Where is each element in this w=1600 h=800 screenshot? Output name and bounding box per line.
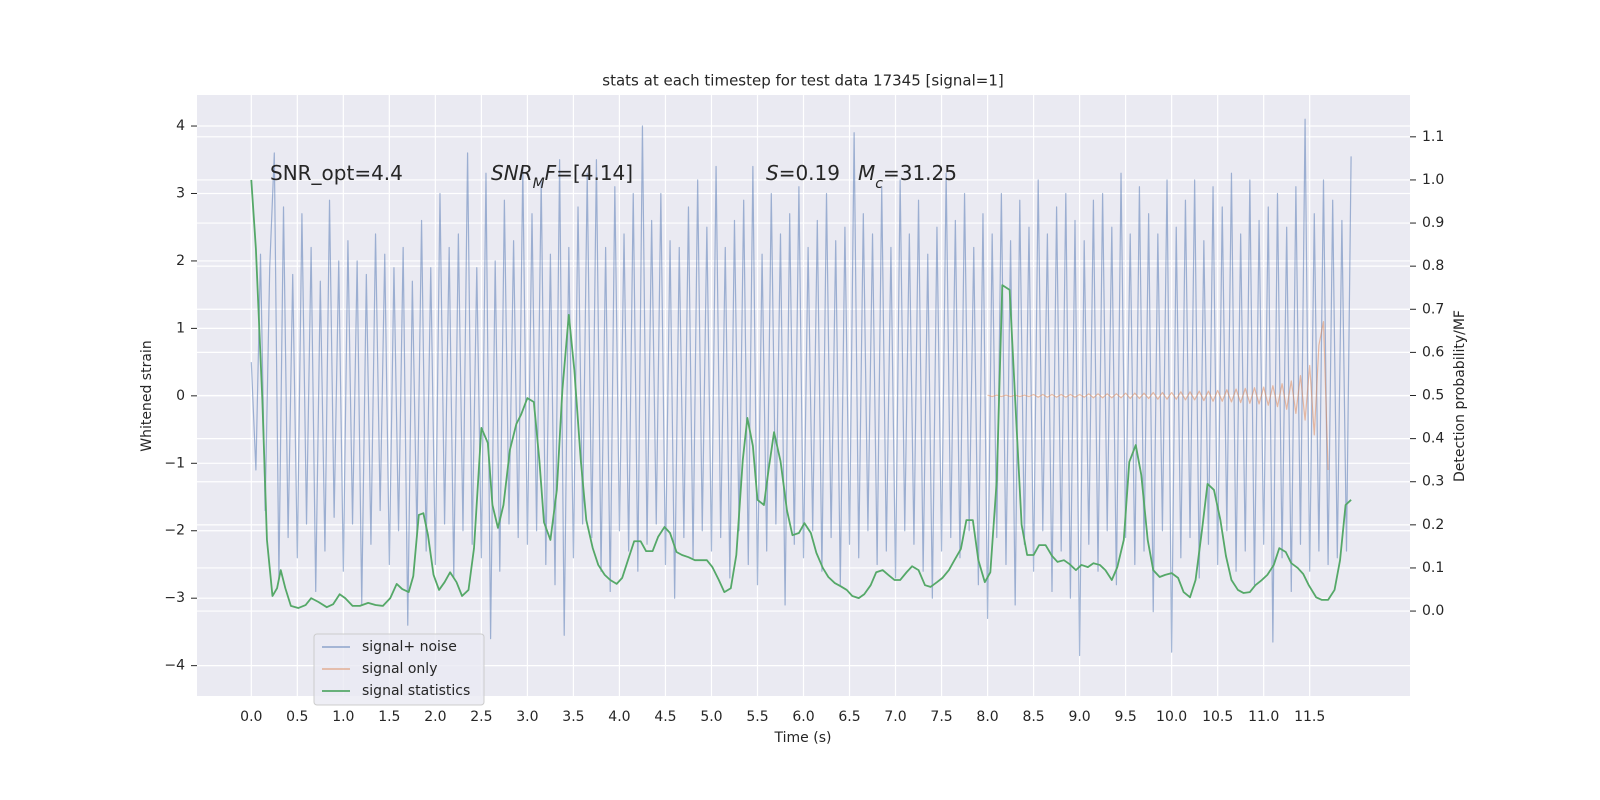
- legend: signal+ noise signal only signal statistic…: [313, 633, 485, 706]
- y2-tick-label: 0.4: [1422, 431, 1444, 447]
- x-tick-label: 11.5: [1294, 709, 1325, 725]
- annotation-part: M: [858, 161, 875, 185]
- series-line: [250, 179, 1352, 609]
- x-tick-label: 7.0: [884, 709, 906, 725]
- annotation: S=0.19: [766, 161, 840, 185]
- annotation: SNR_opt=4.4: [270, 161, 403, 185]
- y-tick-label: 3: [176, 185, 185, 201]
- y-tick-label: 2: [176, 253, 185, 269]
- legend-label: signal+ noise: [362, 639, 457, 655]
- y-tick-label: 0: [176, 388, 185, 404]
- y2-axis-label: Detection probability/MF: [1452, 310, 1468, 482]
- x-axis-label: Time (s): [774, 730, 832, 746]
- annotation-part: S: [766, 161, 779, 185]
- x-tick-label: 8.5: [1022, 709, 1044, 725]
- y2-tick-label: 0.3: [1422, 474, 1444, 490]
- annotation-part: =0.19: [779, 161, 840, 185]
- y2-tick-label: 0.8: [1422, 258, 1444, 274]
- annotation: Mc=31.25: [858, 161, 957, 192]
- annotation: SNRMF=[4.14]: [491, 161, 633, 192]
- annotation-part: M: [533, 176, 545, 192]
- x-tick-label: 9.0: [1068, 709, 1090, 725]
- annotation-part: SNR_opt=4.4: [270, 161, 403, 185]
- y2-tick-label: 0.0: [1422, 603, 1444, 619]
- annotation-part: =31.25: [883, 161, 957, 185]
- x-tick-label: 0.5: [286, 709, 308, 725]
- y2-tick-label: 0.6: [1422, 344, 1444, 360]
- series-line: [987, 321, 1329, 471]
- y2-tick-label: 1.1: [1422, 129, 1444, 145]
- x-tick-label: 10.5: [1202, 709, 1233, 725]
- x-tick-label: 6.0: [792, 709, 814, 725]
- x-tick-label: 7.5: [930, 709, 952, 725]
- y2-tick-label: 1.0: [1422, 172, 1444, 188]
- x-tick-label: 8.0: [976, 709, 998, 725]
- x-tick-label: 10.0: [1156, 709, 1187, 725]
- x-tick-label: 4.0: [608, 709, 630, 725]
- x-tick-label: 3.5: [562, 709, 584, 725]
- x-tick-label: 4.5: [654, 709, 676, 725]
- chart-title: stats at each timestep for test data 173…: [602, 72, 1003, 90]
- y-tick-label: −4: [164, 658, 185, 674]
- y-tick-label: 4: [176, 118, 185, 134]
- x-tick-label: 1.5: [378, 709, 400, 725]
- annotation-part: c: [875, 176, 883, 192]
- x-tick-label: 3.0: [516, 709, 538, 725]
- legend-box: [313, 633, 485, 706]
- x-tick-label: 2.5: [470, 709, 492, 725]
- annotation-part: =[4.14]: [556, 161, 633, 185]
- y-tick-label: −2: [164, 523, 185, 539]
- y-axis-label: Whitened strain: [139, 340, 155, 451]
- x-tick-label: 5.5: [746, 709, 768, 725]
- annotation-part: SNR: [491, 161, 533, 185]
- x-tick-label: 6.5: [838, 709, 860, 725]
- y2-tick-label: 0.2: [1422, 517, 1444, 533]
- y-tick-label: 1: [176, 320, 185, 336]
- legend-label: signal statistics: [362, 683, 470, 699]
- annotation-part: F: [545, 161, 557, 185]
- y-tick-label: −3: [164, 590, 185, 606]
- legend-label: signal only: [362, 661, 437, 677]
- y-tick-label: −1: [164, 455, 185, 471]
- series-line: [250, 118, 1352, 657]
- x-tick-label: 5.0: [700, 709, 722, 725]
- y2-tick-label: 0.5: [1422, 388, 1444, 404]
- y2-tick-label: 0.7: [1422, 301, 1444, 317]
- x-tick-label: 1.0: [332, 709, 354, 725]
- x-tick-label: 0.0: [240, 709, 262, 725]
- y2-tick-label: 0.9: [1422, 215, 1444, 231]
- x-tick-label: 9.5: [1114, 709, 1136, 725]
- y2-tick-label: 0.1: [1422, 560, 1444, 576]
- x-tick-label: 11.0: [1248, 709, 1279, 725]
- x-tick-label: 2.0: [424, 709, 446, 725]
